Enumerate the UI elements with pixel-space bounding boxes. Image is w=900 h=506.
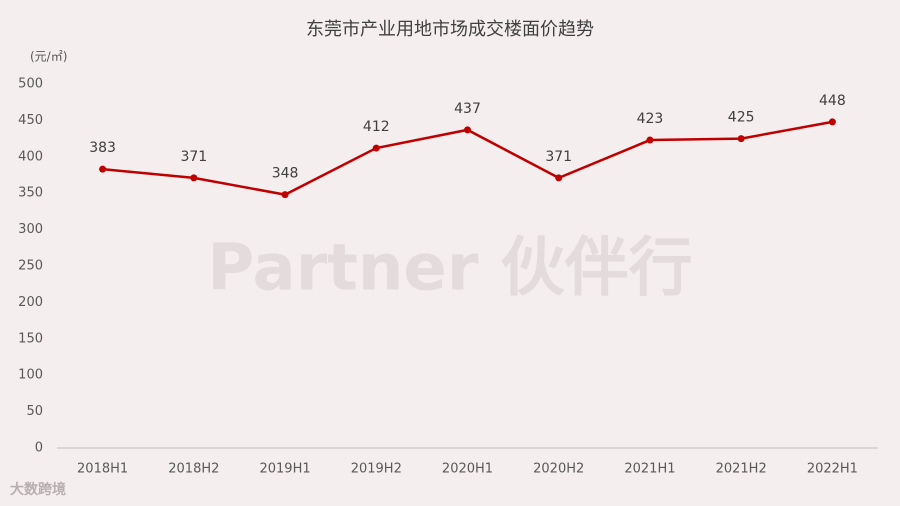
point	[464, 126, 471, 134]
data-label: 348	[272, 166, 299, 182]
y-tick-label: 500	[18, 77, 43, 92]
data-label: 371	[180, 149, 207, 165]
y-tick-label: 50	[26, 404, 43, 419]
y-tick-label: 250	[18, 259, 43, 274]
data-label: 371	[545, 149, 572, 165]
point	[555, 174, 563, 182]
y-tick-label: 0	[35, 441, 43, 456]
point	[99, 165, 107, 173]
data-label: 425	[728, 110, 755, 126]
data-label: 437	[454, 101, 481, 117]
x-tick-label: 2019H1	[259, 462, 310, 477]
y-tick-label: 400	[18, 149, 43, 164]
chart-title: 东莞市产业用地市场成交楼面价趋势	[306, 19, 594, 40]
logo: 大数跨境	[10, 481, 66, 498]
point	[737, 135, 745, 143]
x-tick-label: 2022H1	[807, 462, 858, 477]
point	[646, 136, 654, 144]
data-label: 448	[819, 93, 846, 109]
x-tick-label: 2018H1	[77, 462, 128, 477]
x-tick-label: 2020H2	[533, 462, 584, 477]
y-tick-label: 100	[18, 368, 43, 383]
x-tick-label: 2021H2	[716, 462, 767, 477]
data-label: 383	[89, 140, 116, 156]
y-tick-label: 150	[18, 331, 43, 346]
x-tick-label: 2020H1	[442, 462, 493, 477]
point	[372, 144, 380, 152]
watermark: Partner 伙伴行	[207, 232, 692, 306]
x-tick-label: 2021H1	[624, 462, 675, 477]
y-axis-label: (元/㎡)	[30, 50, 67, 64]
point	[190, 174, 198, 182]
x-tick-label: 2019H2	[351, 462, 402, 477]
y-tick-label: 350	[18, 186, 43, 201]
data-label: 423	[637, 111, 664, 127]
point	[281, 191, 289, 199]
data-label: 412	[363, 119, 390, 135]
x-tick-label: 2018H2	[168, 462, 219, 477]
y-tick-label: 300	[18, 222, 43, 237]
y-tick-label: 200	[18, 295, 43, 310]
y-tick-label: 450	[18, 113, 43, 128]
point	[828, 118, 836, 126]
